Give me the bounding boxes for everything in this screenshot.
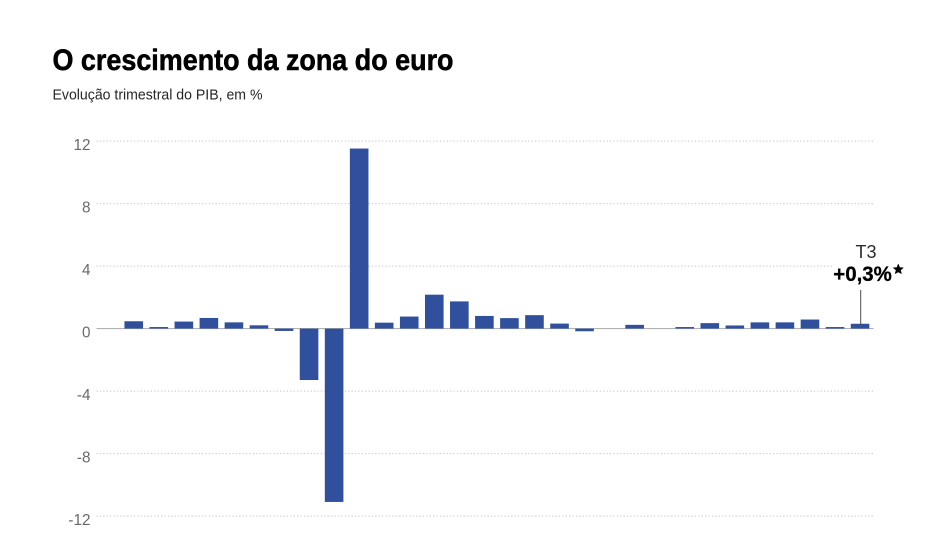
svg-text:+0,3%: +0,3% xyxy=(833,262,892,286)
svg-text:T3: T3 xyxy=(855,242,876,262)
svg-text:Evolução trimestral do PIB, em: Evolução trimestral do PIB, em % xyxy=(53,88,263,104)
svg-text:-8: -8 xyxy=(77,450,91,467)
svg-text:O crescimento da zona do euro: O crescimento da zona do euro xyxy=(53,44,454,77)
svg-text:4: 4 xyxy=(82,262,91,279)
svg-text:12: 12 xyxy=(73,137,90,154)
svg-text:-4: -4 xyxy=(77,387,91,404)
svg-text:-12: -12 xyxy=(68,512,90,529)
svg-text:0: 0 xyxy=(82,325,91,342)
svg-text:8: 8 xyxy=(82,200,91,217)
